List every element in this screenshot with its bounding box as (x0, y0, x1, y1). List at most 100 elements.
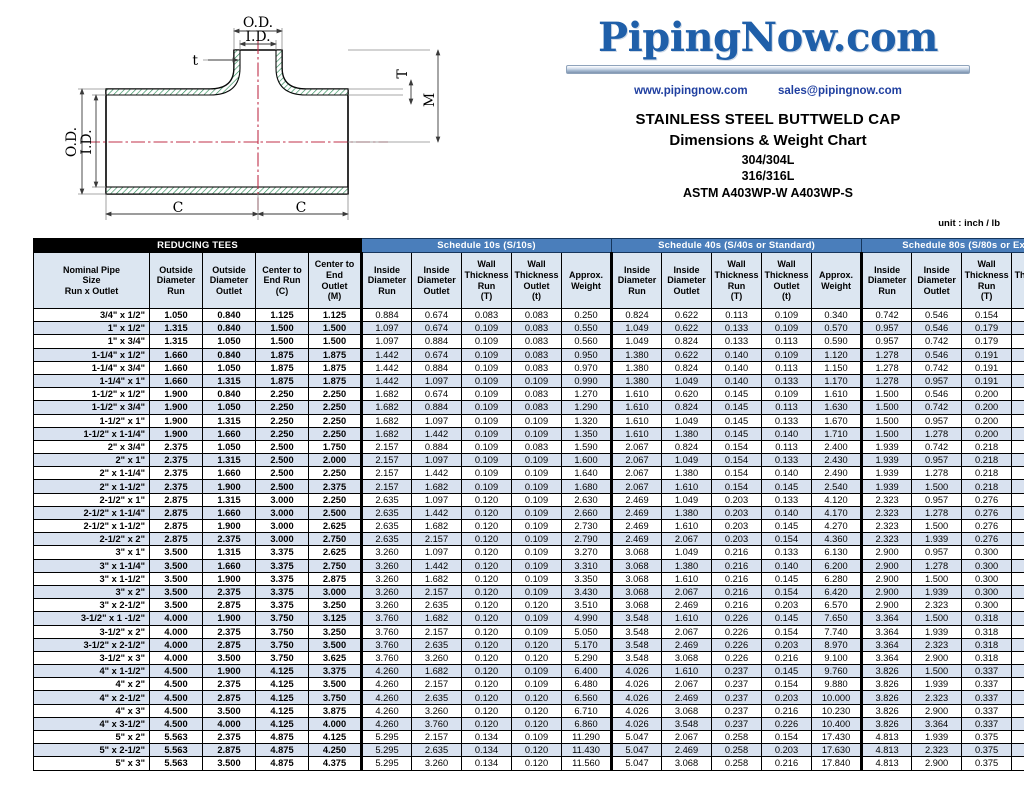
column-header-3: Center to End Run (C) (255, 252, 309, 309)
cell-value: 0.970 (561, 360, 613, 375)
cell-value: 10.230 (811, 703, 863, 718)
cell-nominal-size: 5" x 2" (33, 729, 150, 745)
cell-value: 2.469 (610, 492, 663, 507)
cell-nominal-size: 2-1/2" x 1-1/2" (33, 518, 150, 534)
cell-value: 0.120 (461, 624, 513, 639)
cell-value: 1.442 (411, 558, 463, 573)
cell-value: 1.097 (411, 453, 463, 468)
cell-value: 0.147 (1011, 387, 1024, 402)
cell-value: 3.260 (360, 545, 413, 560)
cell-value: 1.049 (610, 334, 663, 349)
cell-value: 0.120 (511, 650, 563, 666)
cell-value: 3.260 (411, 756, 463, 771)
cell-value: 1.097 (360, 321, 413, 336)
cell-value: 1.050 (202, 334, 256, 349)
cell-value: 0.216 (711, 571, 763, 586)
cell-value: 2.375 (202, 677, 256, 692)
cell-value: 1.442 (360, 360, 413, 375)
cell-value: 0.674 (411, 307, 463, 323)
column-header-17: Wall Thickness Run (T) (961, 252, 1013, 309)
cell-value: 1.900 (202, 479, 256, 494)
cell-value: 6.200 (811, 558, 863, 573)
cell-value: 3.310 (561, 558, 613, 573)
cell-value: 0.109 (511, 426, 563, 441)
brand-divider-bar (566, 65, 970, 74)
cell-value: 0.218 (961, 439, 1013, 455)
cell-value: 0.191 (961, 360, 1013, 375)
cell-value: 6.280 (811, 571, 863, 586)
cell-value: 0.742 (860, 307, 913, 323)
centerlines (86, 40, 388, 210)
cell-value: 2.323 (860, 505, 913, 521)
cell-value: 1.120 (811, 347, 863, 362)
cell-value: 2.375 (149, 453, 203, 468)
cell-value: 0.203 (761, 637, 813, 652)
cell-value: 1.660 (202, 426, 256, 441)
table-row: 1-1/2" x 3/4" 1.900 1.050 2.250 2.250 1.682 0.… (33, 400, 1024, 415)
header-area: O.D. I.D. t O.D. I.D. T M C C PipingNow.… (0, 0, 1024, 238)
table-row: 1-1/4" x 1/2" 1.660 0.840 1.875 1.875 1.442 0.… (33, 347, 1024, 362)
cell-value: 3.000 (255, 505, 309, 521)
cell-value: 4.026 (610, 703, 663, 718)
cell-value: 1.900 (202, 611, 256, 626)
cell-value: 1.442 (360, 347, 413, 362)
table-row: 3-1/2" x 2" 4.000 2.375 3.750 3.250 3.760 2.15… (33, 624, 1024, 639)
cell-value: 1.049 (661, 373, 713, 389)
cell-value: 4.120 (811, 492, 863, 507)
cell-value: 1.278 (911, 505, 963, 521)
cell-value: 2.625 (307, 545, 363, 560)
cell-value: 6.480 (561, 677, 613, 692)
cell-nominal-size: 3/4" x 1/2" (33, 307, 150, 323)
cell-value: 0.154 (1011, 439, 1024, 455)
cell-value: 0.154 (711, 466, 763, 481)
cell-value: 0.203 (711, 518, 763, 534)
cell-value: 0.145 (711, 413, 763, 428)
cell-value: 4.000 (149, 624, 203, 639)
cell-value: 0.120 (461, 584, 513, 600)
cell-value: 1.939 (911, 584, 963, 600)
cell-value: 0.109 (461, 400, 513, 415)
cell-value: 0.191 (1011, 558, 1024, 573)
cell-value: 0.375 (961, 729, 1013, 745)
label-c-right: C (296, 200, 307, 216)
cell-value: 1.900 (202, 571, 256, 586)
cell-value: 4.500 (149, 690, 203, 705)
website-link[interactable]: www.pipingnow.com (634, 85, 748, 97)
cell-value: 1.278 (860, 360, 913, 375)
cell-value: 0.203 (761, 598, 813, 613)
cell-value: 2.323 (860, 518, 913, 534)
table-row: 1" x 1/2" 1.315 0.840 1.500 1.500 1.097 0.674 0… (33, 321, 1024, 336)
cell-value: 3.364 (860, 650, 913, 666)
cell-value: 3.750 (255, 637, 309, 652)
cell-value: 1.315 (202, 545, 256, 560)
cell-value: 2.323 (911, 598, 963, 613)
cell-value: 0.824 (610, 307, 663, 323)
cell-value: 0.083 (511, 400, 563, 415)
cell-value: 3.260 (360, 598, 413, 613)
cell-value: 2.157 (360, 479, 413, 494)
cell-value: 1.590 (561, 439, 613, 455)
cell-value: 1.640 (561, 466, 613, 481)
cell-value: 0.109 (461, 321, 513, 336)
table-row: 2" x 1" 2.375 1.315 2.500 2.000 2.157 1.097 0.1… (33, 453, 1024, 468)
cell-value: 3.750 (255, 611, 309, 626)
cell-value: 0.120 (511, 716, 563, 732)
cell-value: 0.216 (761, 756, 813, 771)
cell-value: 1.315 (202, 373, 256, 389)
table-row: 2" x 1-1/4" 2.375 1.660 2.500 2.250 2.157 1.44… (33, 466, 1024, 481)
table-row: 1-1/2" x 1/2" 1.900 0.840 2.250 2.250 1.682 0.… (33, 387, 1024, 402)
email-link[interactable]: sales@pipingnow.com (778, 85, 902, 97)
cell-value: 1.050 (202, 439, 256, 455)
column-header-7: Wall Thickness Run (T) (461, 252, 513, 309)
cell-value: 0.200 (961, 387, 1013, 402)
brand-logo[interactable]: PipingNow.com (598, 14, 938, 61)
table-row: 3" x 2" 3.500 2.375 3.375 3.000 3.260 2.157 0.1… (33, 584, 1024, 600)
cell-value: 3.500 (149, 558, 203, 573)
cell-value: 1.315 (202, 453, 256, 468)
cell-value: 0.179 (1011, 545, 1024, 560)
cell-value: 4.500 (149, 664, 203, 679)
cell-value: 4.000 (149, 611, 203, 626)
label-M: M (422, 93, 438, 107)
